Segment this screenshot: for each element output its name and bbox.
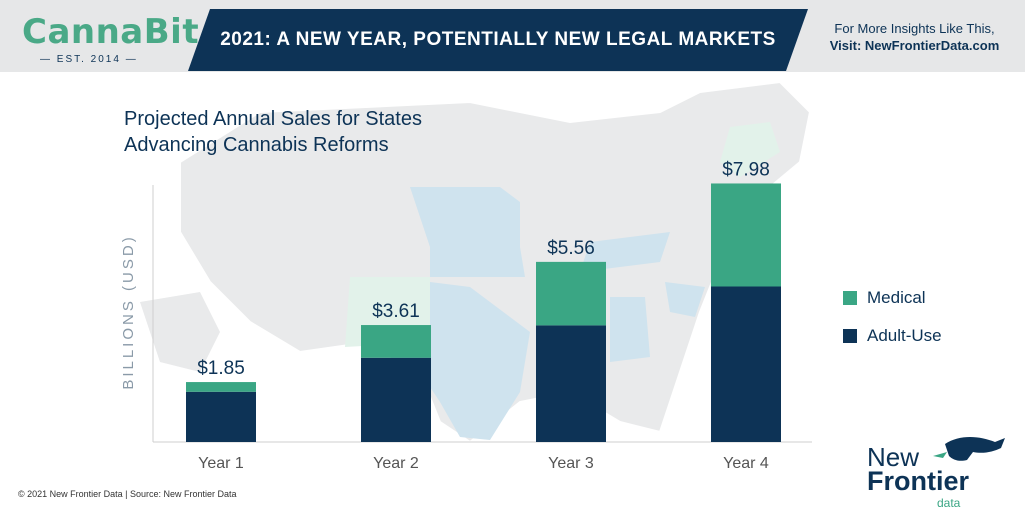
header-bar: CannaBit — EST. 2014 — 2021: A NEW YEAR,… — [0, 0, 1025, 72]
bar-adult-use-year-3 — [536, 325, 606, 442]
x-tick-label-year-4: Year 4 — [723, 455, 769, 472]
x-tick-label-year-3: Year 3 — [548, 455, 594, 472]
brand-line1: New — [867, 442, 920, 472]
legend-label-adult-use: Adult-Use — [867, 326, 942, 345]
x-tick-label-year-1: Year 1 — [198, 455, 244, 472]
chart-title-line1: Projected Annual Sales for States — [124, 108, 422, 130]
us-map-background — [140, 80, 812, 442]
bar-medical-year-2 — [361, 325, 431, 358]
bar-adult-use-year-4 — [711, 286, 781, 442]
bar-adult-use-year-2 — [361, 357, 431, 442]
y-axis-label: BILLIONS (USD) — [120, 234, 137, 389]
legend-label-medical: Medical — [867, 288, 926, 307]
insights-line2: Visit: NewFrontierData.com — [829, 38, 1000, 53]
source-footer: © 2021 New Frontier Data | Source: New F… — [18, 489, 237, 499]
logo-subtitle: — EST. 2014 — — [40, 54, 138, 65]
brand-line2: Frontier — [867, 466, 970, 496]
logo-text: CannaBit — [22, 12, 200, 52]
bar-medical-year-4 — [711, 183, 781, 287]
legend-item-medical: Medical — [843, 288, 942, 308]
horse-icon — [933, 437, 1005, 461]
brand-line3: data — [937, 496, 961, 510]
legend-swatch-medical — [843, 291, 857, 305]
x-tick-label-year-2: Year 2 — [373, 455, 419, 472]
total-label-year-2: $3.61 — [372, 301, 420, 322]
banner-title: 2021: A NEW YEAR, POTENTIALLY NEW LEGAL … — [220, 29, 776, 50]
insights-link[interactable]: For More Insights Like This, Visit: NewF… — [812, 20, 1017, 54]
legend-item-adult-use: Adult-Use — [843, 326, 942, 346]
bar-medical-year-3 — [536, 261, 606, 326]
total-label-year-3: $5.56 — [547, 238, 595, 259]
legend-swatch-adult-use — [843, 329, 857, 343]
insights-line1: For More Insights Like This, — [834, 21, 995, 36]
bar-medical-year-1 — [186, 382, 256, 392]
chart-title: Projected Annual Sales for States Advanc… — [124, 106, 422, 158]
chart-title-line2: Advancing Cannabis Reforms — [124, 134, 389, 156]
new-frontier-logo[interactable]: New Frontier data — [855, 430, 1015, 512]
total-label-year-1: $1.85 — [197, 358, 245, 379]
bar-adult-use-year-1 — [186, 391, 256, 442]
title-banner: 2021: A NEW YEAR, POTENTIALLY NEW LEGAL … — [188, 9, 808, 71]
total-label-year-4: $7.98 — [722, 159, 770, 180]
cannabit-logo[interactable]: CannaBit — EST. 2014 — — [22, 12, 200, 66]
legend: Medical Adult-Use — [843, 288, 942, 364]
